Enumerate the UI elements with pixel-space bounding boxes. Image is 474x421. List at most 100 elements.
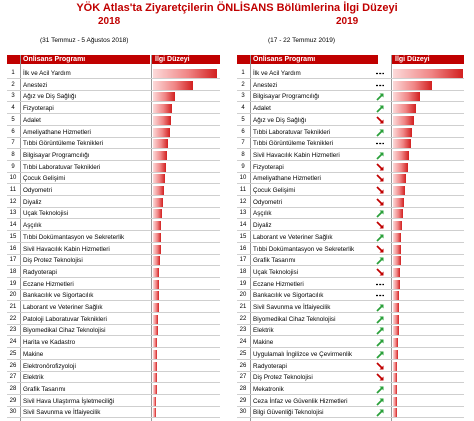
interest-bar: [393, 186, 405, 195]
program-name: Sivil Hava Ulaştırma İşletmeciliği: [23, 397, 114, 405]
table-row: 20 Bankacılık ve Sigortacılık: [237, 290, 464, 302]
program-name: Anestezi: [253, 81, 278, 89]
program-name: Fizyoterapi: [253, 163, 284, 171]
trend-up-icon: [375, 91, 385, 102]
trend-up-icon: [375, 314, 385, 325]
interest-bar: [153, 349, 158, 359]
trend-up-icon: [375, 396, 385, 407]
program-name: Tıbbi Laboratuvar Teknikleri: [23, 163, 101, 171]
table-row: 12 Odyometri: [237, 197, 464, 208]
program-name: Elektrik: [23, 374, 44, 382]
rank-label: 28: [9, 385, 17, 392]
trend-down-icon: [375, 197, 385, 208]
interest-bar: [393, 326, 399, 336]
program-name: Elektronörofizyoloji: [23, 362, 76, 370]
program-name: Radyoterapi: [23, 268, 57, 276]
table-row: 18 Uçak Teknolojisi: [237, 267, 464, 278]
trend-down-icon: [375, 244, 385, 255]
rank-label: 19: [9, 280, 17, 287]
trend-up-icon: [375, 255, 385, 266]
rank-label: 17: [239, 257, 247, 264]
rank-label: 20: [9, 292, 17, 299]
program-name: Eczane Hizmetleri: [23, 280, 74, 288]
table-row: 25 Uygulamalı İngilizce ve Çevirmenlik: [237, 349, 464, 360]
interest-bar: [393, 408, 397, 418]
table-row: 7 Tıbbi Görüntüleme Teknikleri: [237, 138, 464, 150]
interest-bar: [153, 174, 166, 184]
interest-bar: [153, 314, 159, 324]
trend-same-icon: [375, 80, 385, 91]
program-name: Uçak Teknolojisi: [23, 210, 69, 218]
trend-up-icon: [375, 384, 385, 395]
trend-down-icon: [375, 361, 385, 372]
interest-bar: [393, 303, 400, 312]
table-row: 1 İlk ve Acil Yardım: [237, 68, 464, 79]
program-name: Çocuk Gelişimi: [23, 175, 65, 183]
trend-up-icon: [375, 208, 385, 219]
interest-bar: [153, 209, 162, 219]
program-name: Bilgisayar Programcılığı: [253, 93, 320, 101]
interest-bar: [153, 150, 168, 160]
rank-label: 9: [241, 163, 245, 170]
program-name: Adalet: [23, 116, 41, 124]
interest-bar: [393, 384, 398, 394]
table-row: 11 Odyometri: [7, 185, 220, 196]
table-row: 29 Ceza İnfaz ve Güvenlik Hizmetleri: [237, 396, 464, 407]
trend-same-icon: [375, 68, 385, 79]
rank-label: 21: [9, 304, 17, 310]
interest-bar: [393, 162, 408, 172]
table-row: 22 Biyomedikal Cihaz Teknolojisi: [237, 314, 464, 325]
program-name: Ameliyathane Hizmetleri: [253, 175, 321, 183]
program-name: Adalet: [253, 105, 271, 113]
rank-label: 27: [9, 374, 17, 381]
table-row: 9 Fizyoterapi: [237, 162, 464, 173]
rank-label: 29: [9, 397, 17, 404]
rank-label: 30: [9, 409, 17, 416]
rank-label: 27: [239, 374, 247, 381]
interest-bar: [393, 279, 400, 289]
table-row: 16 Sivil Havacılık Kabin Hizmetleri: [7, 244, 220, 255]
table-row: 14 Aşçılık: [7, 220, 220, 232]
table-row: 21 Sivil Savunma ve İtfaiyecilik: [237, 302, 464, 313]
table-row: 3 Ağız ve Diş Sağlığı: [7, 91, 220, 103]
interest-bar: [153, 92, 176, 102]
program-name: Aşçılık: [253, 210, 272, 218]
trend-up-icon: [375, 232, 385, 243]
interest-bar: [153, 115, 171, 125]
rank-label: 3: [241, 93, 245, 100]
program-name: Sivil Savunma ve İtfaiyecilik: [23, 409, 101, 417]
table-row: 10 Çocuk Gelişimi: [7, 173, 220, 185]
program-name: Tıbbi Laboratuvar Teknikleri: [253, 128, 331, 136]
program-name: Ameliyathane Hizmetleri: [23, 128, 91, 136]
interest-bar: [393, 80, 432, 90]
program-name: Sivil Havacılık Kabin Hizmetleri: [23, 245, 110, 253]
table-row: 14 Diyaliz: [237, 220, 464, 232]
interest-bar: [153, 69, 217, 78]
trend-up-icon: [375, 349, 385, 360]
program-name: Bilgi Güvenliği Teknolojisi: [253, 409, 324, 417]
program-name: Bankacılık ve Sigortacılık: [23, 292, 94, 300]
table-row: 12 Diyaliz: [7, 197, 220, 208]
rank-label: 14: [239, 222, 247, 229]
program-name: Tıbbi Görüntüleme Teknikleri: [253, 140, 334, 148]
trend-up-icon: [375, 325, 385, 336]
period-2019-label: (17 - 22 Temmuz 2019): [268, 37, 336, 44]
rank-label: 18: [9, 268, 17, 275]
program-name: İlk ve Acil Yardım: [253, 70, 301, 77]
program-name: Sivil Savunma ve İtfaiyecilik: [253, 304, 331, 311]
rank-label: 28: [239, 385, 247, 392]
interest-bar: [153, 384, 157, 394]
program-name: Makine: [253, 339, 274, 347]
table-row: 5 Adalet: [7, 115, 220, 126]
rank-label: 5: [241, 116, 245, 123]
program-name: Diş Protez Teknolojisi: [253, 374, 313, 382]
table-row: 19 Eczane Hizmetleri: [7, 279, 220, 290]
program-name: Grafik Tasarımı: [253, 257, 296, 265]
table-row: 5 Ağız ve Diş Sağlığı: [237, 115, 464, 126]
header-level-2019: İlgi Düzeyi: [392, 55, 464, 64]
program-name: Diyaliz: [253, 222, 272, 230]
table-row: 4 Adalet: [237, 103, 464, 115]
table-row: 13 Uçak Teknolojisi: [7, 208, 220, 220]
interest-bar: [393, 267, 400, 277]
table-row: 13 Aşçılık: [237, 208, 464, 220]
